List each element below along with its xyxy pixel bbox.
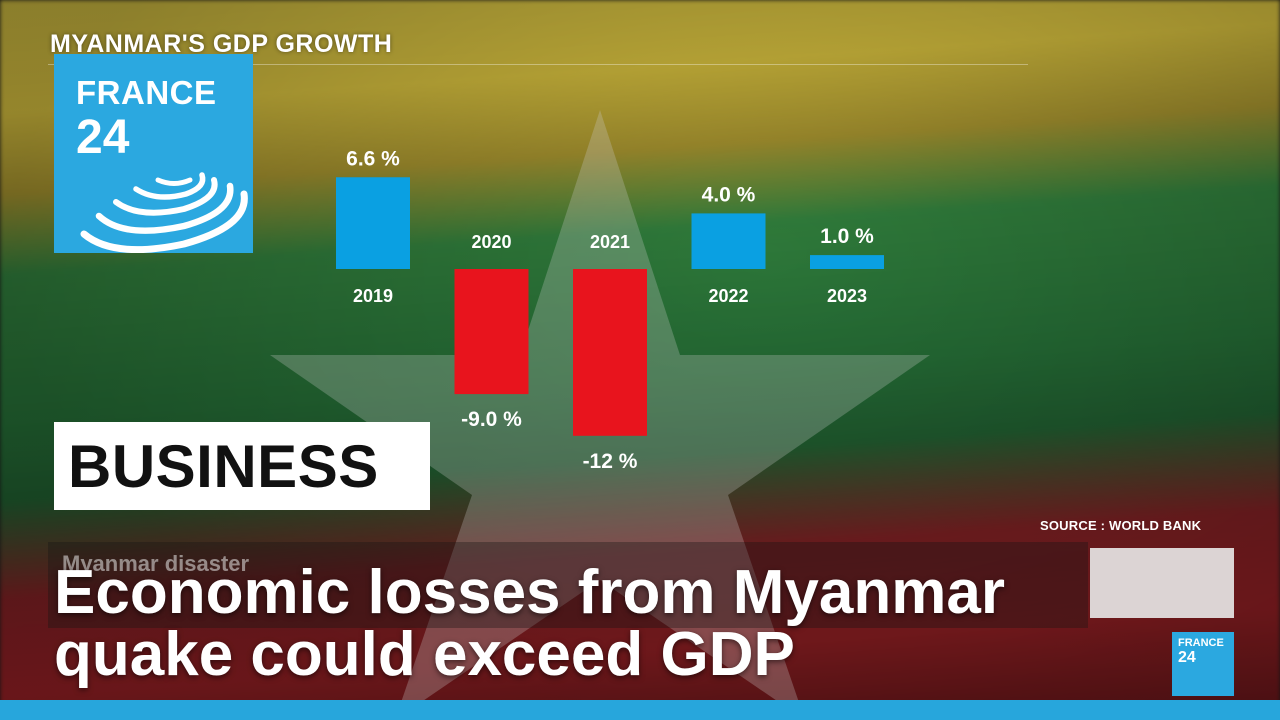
- category-label-2020: 2020: [471, 232, 511, 252]
- bar-2023: [810, 255, 884, 269]
- bar-2022: [691, 213, 766, 269]
- bar-2020: [454, 269, 529, 395]
- value-label-2023: 1.0 %: [820, 225, 874, 248]
- chart-title: MYANMAR'S GDP GROWTH: [50, 30, 393, 58]
- value-label-2019: 6.6 %: [346, 147, 400, 170]
- category-label-2023: 2023: [827, 286, 867, 306]
- france24-logo: FRANCE 24: [54, 54, 253, 253]
- headline-line-2: quake could exceed GDP: [54, 620, 795, 689]
- logo-text-24: 24: [76, 111, 130, 164]
- value-label-2021: -12 %: [583, 450, 638, 473]
- mini-logo-text-24: 24: [1178, 649, 1196, 666]
- headline-line-1: Economic losses from Myanmar: [54, 558, 1005, 627]
- category-label-2022: 2022: [708, 286, 748, 306]
- category-label-2019: 2019: [353, 286, 393, 306]
- france24-mini-logo: FRANCE 24: [1172, 632, 1234, 696]
- background-tile: [1090, 548, 1234, 618]
- background-kicker-text: Myanmar disaster: [62, 551, 250, 576]
- logo-swirl-icon: [80, 172, 248, 253]
- section-tag-label: BUSINESS: [68, 433, 379, 500]
- chart-source: SOURCE : WORLD BANK: [1040, 518, 1202, 533]
- value-label-2022: 4.0 %: [702, 183, 756, 206]
- bottom-accent-bar: [0, 700, 1280, 720]
- headline: Economic losses from Myanmar quake could…: [54, 562, 1214, 686]
- value-label-2020: -9.0 %: [461, 408, 522, 431]
- mini-logo-text-france: FRANCE: [1178, 637, 1224, 649]
- bar-2021: [573, 269, 647, 436]
- section-tag: BUSINESS: [54, 422, 430, 510]
- logo-text-france: FRANCE: [76, 74, 217, 111]
- category-label-2021: 2021: [590, 232, 630, 252]
- bar-2019: [336, 177, 410, 269]
- title-divider: [48, 64, 1028, 65]
- background-program-bar: [48, 542, 1088, 628]
